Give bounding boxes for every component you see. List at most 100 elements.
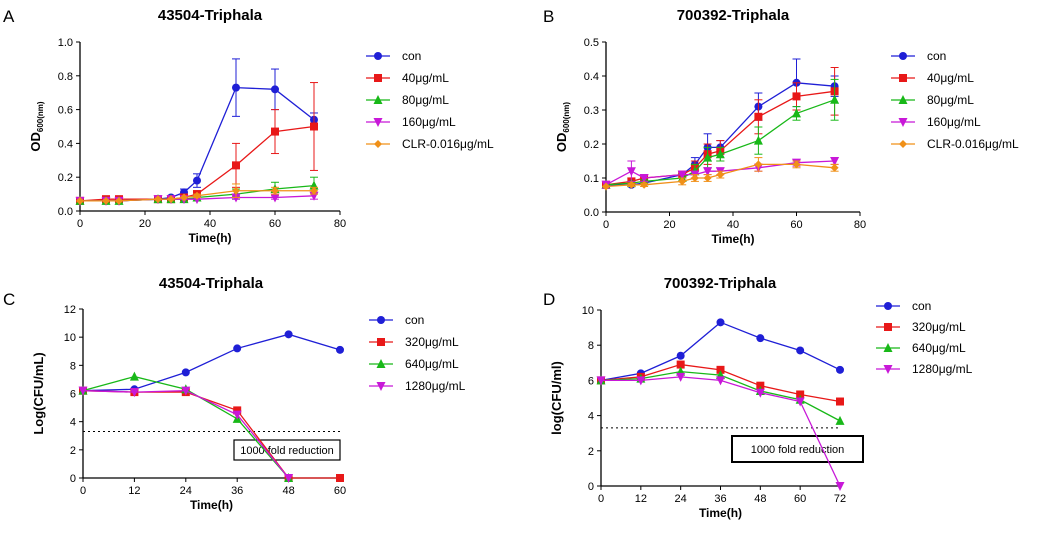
legend-item: 320μg/mL xyxy=(876,320,966,334)
data-point xyxy=(716,376,725,386)
y-tick-label: 8 xyxy=(70,360,76,372)
legend-marker xyxy=(376,359,386,368)
chart-title: 700392-Triphala xyxy=(677,7,790,24)
legend-label: 40μg/mL xyxy=(927,71,974,85)
data-point xyxy=(310,186,318,195)
data-point xyxy=(792,108,801,118)
data-point xyxy=(232,186,240,195)
x-tick-label: 60 xyxy=(790,219,802,231)
y-tick-label: 4 xyxy=(70,417,76,429)
legend-item: 640μg/mL xyxy=(369,357,459,371)
data-point xyxy=(626,167,636,177)
legend-marker xyxy=(898,95,908,104)
series-1 xyxy=(79,386,344,482)
series-4 xyxy=(602,157,839,191)
legend-item: 320μg/mL xyxy=(369,335,459,349)
series-0 xyxy=(76,58,318,205)
series-line xyxy=(606,82,835,186)
y-axis-label-main: OD xyxy=(28,132,43,152)
series-line xyxy=(82,390,290,479)
data-point xyxy=(193,191,201,200)
data-point xyxy=(830,94,840,104)
legend-marker xyxy=(376,382,386,391)
x-tick-label: 0 xyxy=(598,493,604,505)
data-point xyxy=(678,177,687,186)
data-point xyxy=(271,85,279,94)
data-point xyxy=(754,112,763,121)
y-tick-label: 6 xyxy=(588,375,594,387)
x-tick-label: 60 xyxy=(334,485,346,497)
data-point xyxy=(754,160,763,169)
legend-label: 160μg/mL xyxy=(927,115,981,129)
y-tick-label: 0.0 xyxy=(58,206,73,218)
y-tick-label: 6 xyxy=(70,389,76,401)
data-point xyxy=(115,196,123,205)
data-point xyxy=(636,376,646,386)
x-tick-label: 80 xyxy=(854,219,866,231)
data-point xyxy=(796,346,805,355)
x-tick-label: 20 xyxy=(139,218,151,230)
panel-label: B xyxy=(543,7,554,26)
data-point xyxy=(716,365,725,374)
legend-marker xyxy=(883,343,893,352)
legend-label: con xyxy=(912,299,931,313)
data-point xyxy=(792,160,801,169)
data-point xyxy=(129,388,139,398)
data-point xyxy=(76,196,84,205)
y-tick-label: 0.1 xyxy=(584,173,599,185)
data-point xyxy=(836,365,844,374)
y-tick-label: 8 xyxy=(588,340,594,352)
chart-title: 700392-Triphala xyxy=(664,275,777,292)
legend-item: CLR-0.016μg/mL xyxy=(366,137,494,151)
legend-label: 80μg/mL xyxy=(927,93,974,107)
data-point xyxy=(232,410,242,420)
legend-item: 1280μg/mL xyxy=(369,379,466,393)
legend-label: con xyxy=(405,313,424,327)
series-3 xyxy=(596,372,845,491)
y-tick-label: 0.0 xyxy=(584,207,599,219)
data-point xyxy=(703,152,713,162)
annotation-box xyxy=(731,435,864,463)
data-point xyxy=(835,482,845,491)
legend-label: 320μg/mL xyxy=(405,335,459,349)
legend-label: 1280μg/mL xyxy=(405,379,466,393)
x-tick-label: 36 xyxy=(231,485,243,497)
y-axis-label: OD600(nm) xyxy=(554,102,571,153)
x-tick-label: 36 xyxy=(714,493,726,505)
panel-label: A xyxy=(3,7,15,26)
y-tick-label: 0.5 xyxy=(584,37,599,49)
series-line xyxy=(605,163,835,188)
x-tick-label: 60 xyxy=(794,493,806,505)
x-axis-label: Time(h) xyxy=(190,498,233,512)
legend-label: CLR-0.016μg/mL xyxy=(402,137,494,151)
data-point xyxy=(676,372,686,382)
y-tick-label: 12 xyxy=(64,304,76,316)
y-tick-label: 4 xyxy=(588,411,594,423)
y-tick-label: 0.3 xyxy=(584,105,599,117)
legend-marker xyxy=(377,338,385,346)
data-point xyxy=(676,360,685,369)
y-tick-label: 2 xyxy=(70,445,76,457)
x-tick-label: 12 xyxy=(128,485,140,497)
x-tick-label: 24 xyxy=(180,485,192,497)
x-tick-label: 40 xyxy=(727,219,739,231)
legend-marker xyxy=(898,118,908,127)
series-line xyxy=(605,160,835,186)
series-line xyxy=(80,190,314,202)
data-point xyxy=(284,474,294,483)
panel-label: D xyxy=(543,290,555,309)
y-axis-label-subscript: 600(nm) xyxy=(562,102,571,133)
x-tick-label: 72 xyxy=(834,493,846,505)
data-point xyxy=(835,415,845,425)
y-tick-label: 0.4 xyxy=(58,138,73,150)
x-tick-label: 24 xyxy=(675,493,687,505)
legend-item: CLR-0.016μg/mL xyxy=(891,137,1019,151)
y-axis-label-main: OD xyxy=(554,133,569,153)
legend-item: con xyxy=(876,299,931,313)
y-tick-label: 10 xyxy=(582,305,594,317)
legend-label: 320μg/mL xyxy=(912,320,966,334)
legend-item: 1280μg/mL xyxy=(876,362,973,376)
legend-marker xyxy=(899,74,907,82)
data-point xyxy=(310,122,318,131)
